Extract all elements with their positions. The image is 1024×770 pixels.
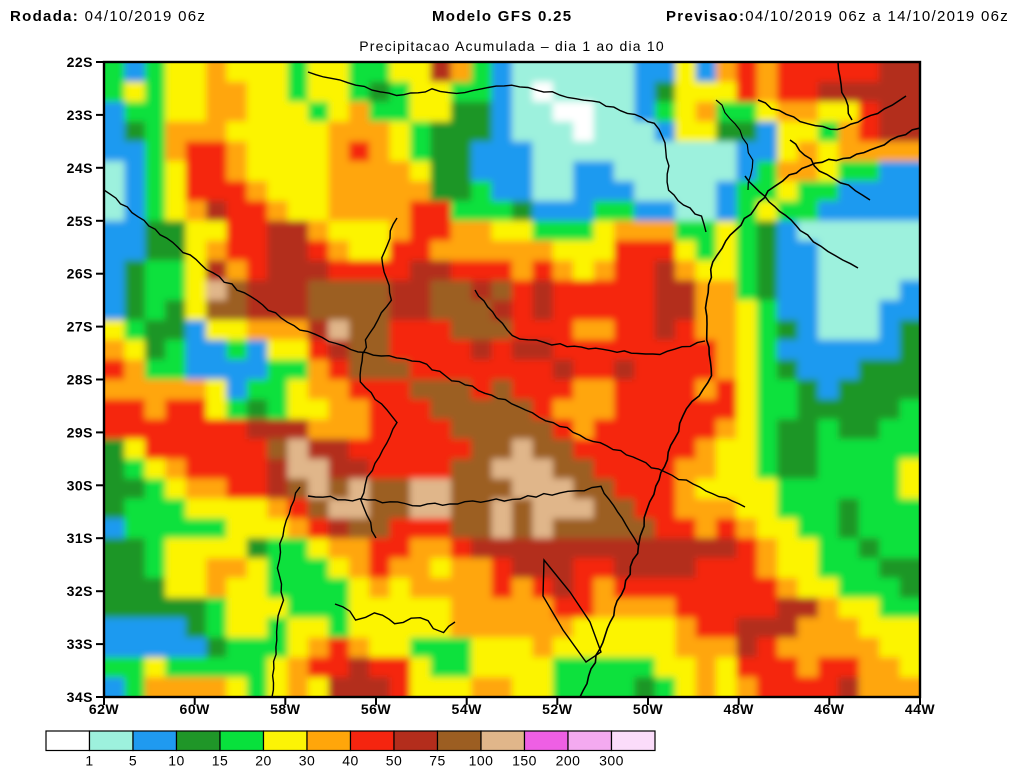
svg-text:27S: 27S (67, 319, 93, 335)
svg-text:34S: 34S (67, 689, 93, 705)
svg-text:150: 150 (512, 753, 537, 769)
svg-text:58W: 58W (270, 701, 301, 717)
svg-text:56W: 56W (361, 701, 392, 717)
svg-text:30: 30 (299, 753, 316, 769)
svg-text:15: 15 (212, 753, 229, 769)
svg-text:54W: 54W (452, 701, 483, 717)
svg-text:50: 50 (386, 753, 403, 769)
svg-text:300: 300 (599, 753, 624, 769)
svg-text:100: 100 (469, 753, 494, 769)
svg-text:10: 10 (168, 753, 185, 769)
svg-text:23S: 23S (67, 107, 93, 123)
svg-text:200: 200 (556, 753, 581, 769)
svg-text:50W: 50W (633, 701, 664, 717)
svg-text:29S: 29S (67, 424, 93, 440)
svg-text:26S: 26S (67, 266, 93, 282)
svg-text:25S: 25S (67, 213, 93, 229)
svg-text:62W: 62W (89, 701, 120, 717)
svg-text:30S: 30S (67, 477, 93, 493)
svg-text:60W: 60W (180, 701, 211, 717)
svg-text:48W: 48W (724, 701, 755, 717)
svg-text:52W: 52W (542, 701, 573, 717)
svg-text:22S: 22S (67, 54, 93, 70)
svg-text:20: 20 (255, 753, 272, 769)
svg-text:32S: 32S (67, 583, 93, 599)
svg-text:44W: 44W (905, 701, 936, 717)
svg-text:5: 5 (129, 753, 137, 769)
svg-text:40: 40 (342, 753, 359, 769)
svg-text:24S: 24S (67, 160, 93, 176)
svg-text:1: 1 (85, 753, 93, 769)
svg-text:33S: 33S (67, 636, 93, 652)
svg-text:75: 75 (429, 753, 446, 769)
svg-text:46W: 46W (814, 701, 845, 717)
svg-text:31S: 31S (67, 530, 93, 546)
svg-text:28S: 28S (67, 372, 93, 388)
